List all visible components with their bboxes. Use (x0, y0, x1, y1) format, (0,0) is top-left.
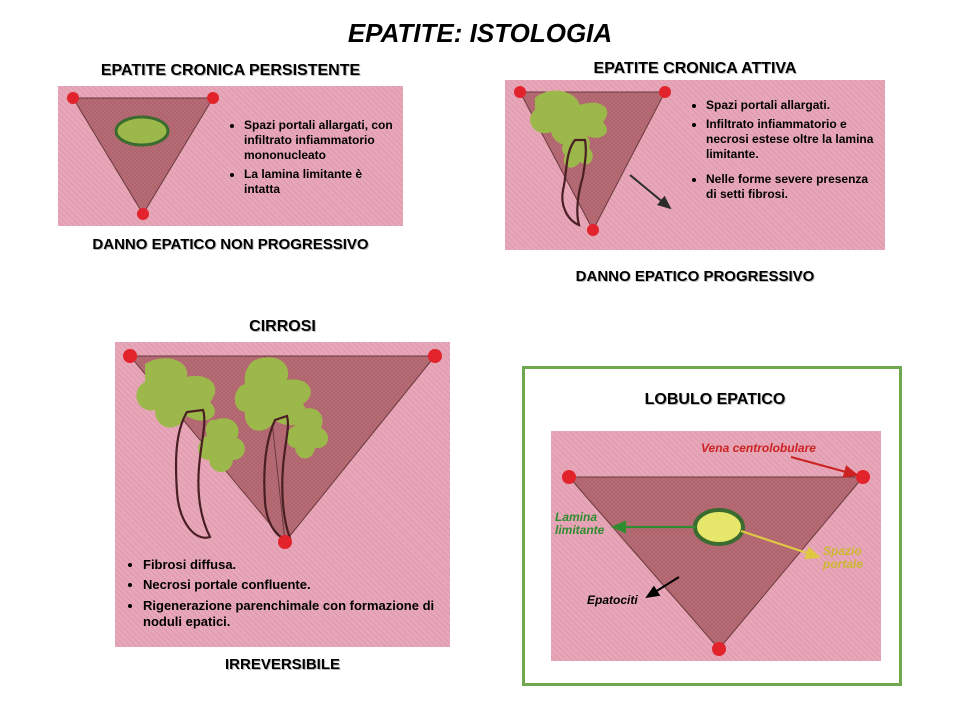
diagram-cirrosi: Fibrosi diffusa. Necrosi portale conflue… (115, 342, 450, 647)
bullets-cirrosi: Fibrosi diffusa. Necrosi portale conflue… (127, 557, 439, 634)
panel-caption-attiva: DANNO EPATICO PROGRESSIVO (530, 268, 860, 285)
triangle (73, 98, 213, 214)
label-lamina: Lamina limitante (555, 511, 613, 537)
panel-caption-persistente: DANNO EPATICO NON PROGRESSIVO (58, 236, 403, 253)
portal-space (695, 510, 743, 544)
lobulo-frame: LOBULO EPATICO Vena centrolobulare Lamin… (522, 366, 902, 686)
arrow-vena (791, 457, 857, 475)
panel-title-attiva: EPATITE CRONICA ATTIVA (505, 60, 885, 78)
panel-title-lobulo: LOBULO EPATICO (525, 391, 905, 409)
diagram-persistente: Spazi portali allargati, con infiltrato … (58, 86, 403, 226)
panel-title-persistente: EPATITE CRONICA PERSISTENTE (58, 62, 403, 80)
bullets-attiva: Spazi portali allargati. Infiltrato infi… (690, 98, 878, 206)
triangle (569, 477, 863, 649)
label-spazio: Spazio portale (823, 545, 879, 571)
portal-oval (116, 117, 168, 145)
page-title: EPATITE: ISTOLOGIA (0, 18, 960, 49)
label-vena: Vena centrolobulare (701, 441, 816, 455)
bullets-persistente: Spazi portali allargati, con infiltrato … (228, 118, 398, 201)
panel-caption-cirrosi: IRREVERSIBILE (115, 656, 450, 673)
panel-title-cirrosi: CIRROSI (115, 318, 450, 336)
diagram-attiva: Spazi portali allargati. Infiltrato infi… (505, 80, 885, 250)
label-epatociti: Epatociti (587, 593, 638, 607)
arrow-fibrous (630, 175, 670, 208)
diagram-lobulo: Vena centrolobulare Lamina limitante Spa… (551, 431, 881, 661)
